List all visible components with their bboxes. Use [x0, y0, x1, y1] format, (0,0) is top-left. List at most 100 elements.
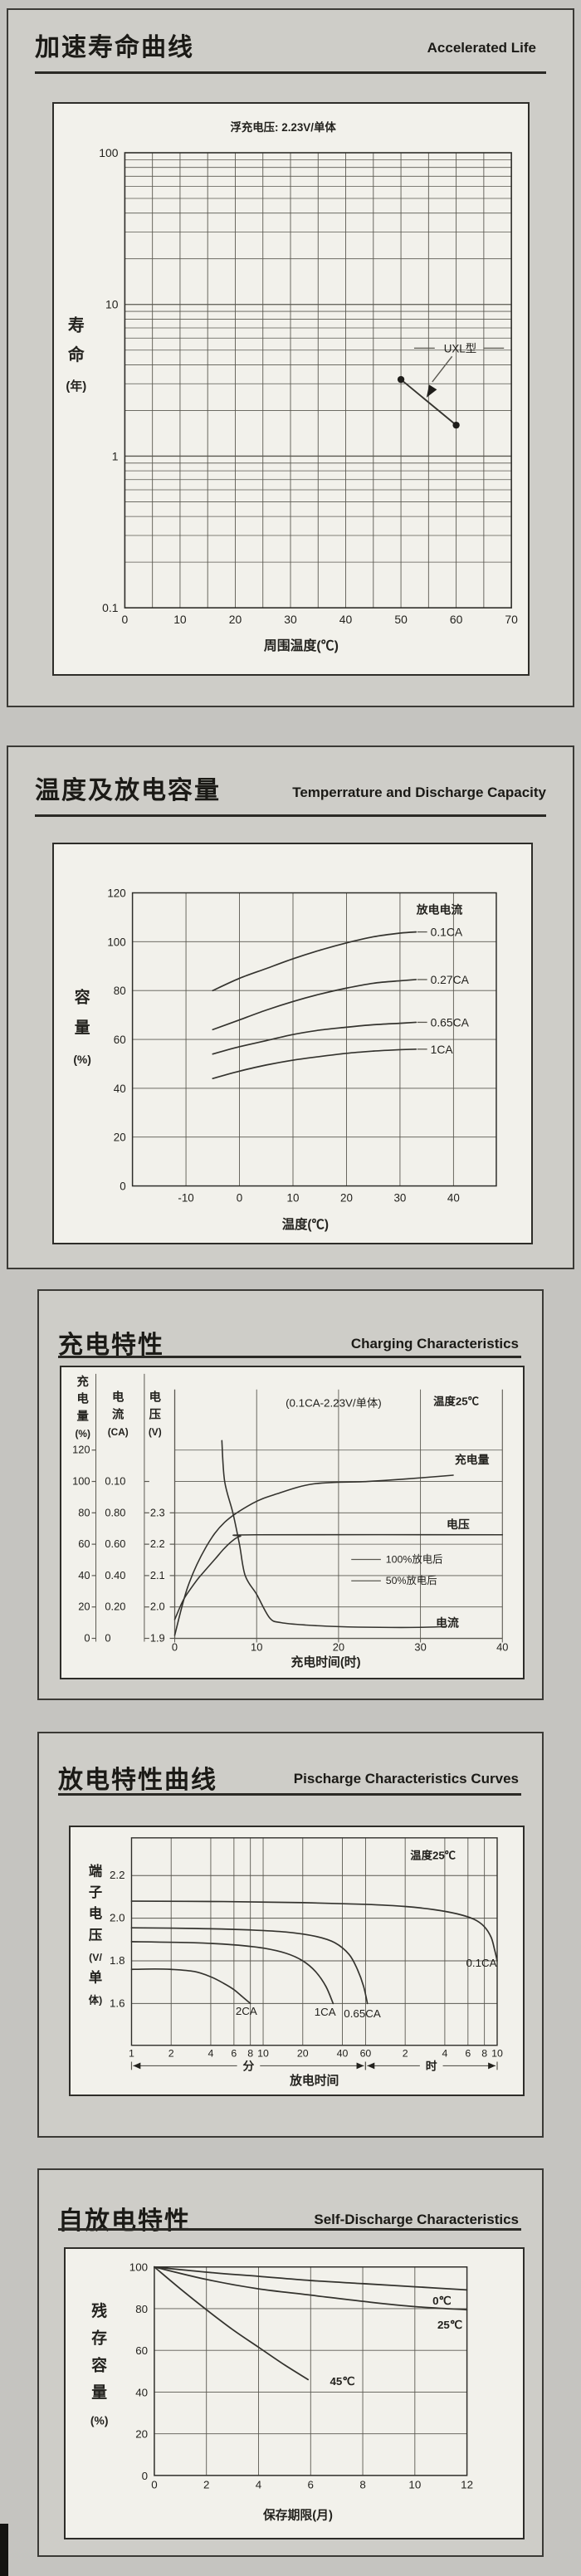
capacity-curve-0.27CA — [212, 979, 417, 1031]
series-label: 2CA — [236, 2005, 257, 2017]
axis-label-char: 压 — [149, 1407, 161, 1421]
series-label: 0.1CA — [431, 926, 463, 939]
voltage-curve — [173, 1533, 504, 1620]
axis-label-char: 电 — [77, 1391, 90, 1406]
axis-label-char: 体) — [89, 1993, 102, 2006]
pct-tick-label: 80 — [78, 1506, 90, 1518]
x-axis-label: 周围温度(℃) — [264, 638, 339, 653]
x-tick-label: 10 — [173, 613, 187, 626]
section-self-discharge: 自放电特性 Self-Discharge Characteristics 0 20… — [37, 2168, 544, 2557]
self-discharge-curve-45℃ — [154, 2266, 309, 2381]
y-tick-label: 20 — [135, 2428, 148, 2441]
ca-tick-label: 0.20 — [105, 1601, 125, 1613]
self-discharge-curve-25℃ — [154, 2266, 468, 2311]
v-tick-label: 2.0 — [150, 1601, 165, 1613]
charge-quantity-curve — [173, 1474, 454, 1636]
y-tick-label: 80 — [135, 2303, 148, 2315]
x-tick-label: 10 — [251, 1640, 262, 1653]
y-tick-label: 20 — [114, 1132, 126, 1144]
discharge-curve-0.1CA — [130, 1900, 498, 1962]
curve-label: 充电量 — [455, 1453, 490, 1466]
y-tick-label: 60 — [135, 2344, 148, 2357]
pct-tick-label: 40 — [78, 1569, 90, 1581]
axis-label-char: 端 — [89, 1863, 102, 1879]
axis-label-char: 量 — [77, 1409, 89, 1423]
pct-tick-label: 20 — [78, 1601, 90, 1613]
y-tick-label: 40 — [135, 2386, 148, 2398]
v-tick-label: 2.1 — [150, 1569, 165, 1581]
y-tick-label: 60 — [114, 1034, 126, 1046]
float-voltage-note: 浮充电压: 2.23V/单体 — [231, 120, 337, 134]
x-tick-label: 40 — [339, 613, 353, 626]
series-label: 1CA — [431, 1043, 454, 1056]
plot-border — [131, 892, 497, 1187]
x-axis-label: 充电时间(时) — [291, 1655, 361, 1669]
discharge-chart: 2.22.01.81.61 2 4 6 8 10 20 40 60 2 4 6 8 10温度25℃0.1C… — [89, 1837, 503, 2088]
title-underline — [58, 1356, 521, 1358]
section-title-en: Accelerated Life — [427, 40, 536, 56]
x-tick-label: 10 — [257, 2048, 269, 2060]
section-title-zh: 放电特性曲线 — [58, 1767, 217, 1794]
current-curve — [221, 1440, 447, 1629]
series-label: 45℃ — [330, 2375, 355, 2388]
axis-label-char: (%) — [75, 1428, 90, 1440]
x-tick-label: 40 — [496, 1640, 508, 1653]
x-tick-label: 2 — [203, 2479, 209, 2491]
plot-border — [154, 2266, 468, 2476]
accelerated-life-chart: 100 10 1 0.10 10 20 30 40 50 60 70 浮充电压: 2.23V/单体寿命… — [66, 120, 518, 653]
x-tick-label: 6 — [231, 2048, 237, 2060]
x-tick-label: 50 — [394, 613, 408, 626]
x-tick-label: 40 — [447, 1191, 460, 1204]
v-tick-label: 1.9 — [150, 1631, 165, 1644]
legend-label: 50%放电后 — [386, 1574, 437, 1586]
title-underline — [35, 71, 546, 74]
ca-tick-label: 0 — [105, 1631, 110, 1644]
section-discharge-characteristics: 放电特性曲线 Pischarge Characteristics Curves … — [37, 1732, 544, 2138]
x-tick-label: 12 — [461, 2479, 473, 2491]
y-tick-label: 120 — [107, 887, 125, 899]
x-tick-label: 0 — [237, 1191, 242, 1204]
x-tick-label: 4 — [208, 2048, 214, 2060]
ca-tick-label: 0.40 — [105, 1569, 125, 1581]
axis-label-char: 容 — [91, 2355, 107, 2373]
section-title-en: Self-Discharge Characteristics — [314, 2212, 519, 2227]
charging-chart: 充电量(%)电流(CA)电压(V)1201008060402000.100.80… — [72, 1374, 508, 1669]
self-discharge-panel: 0 20 40 60 80 100 0 2 4 6 8 10 12 0℃ 25℃ 45℃ 残存容量 (%) 保存期限… — [64, 2247, 525, 2539]
x-tick-label: 0 — [172, 1640, 178, 1653]
v-tick-label: 2.3 — [150, 1506, 165, 1518]
axis-label-char: (%) — [90, 2414, 109, 2427]
x-tick-label: 6 — [308, 2479, 314, 2491]
y-tick-label: 10 — [105, 298, 119, 311]
y-tick-label: 0 — [142, 2470, 148, 2482]
x-tick-label: 8 — [481, 2048, 487, 2060]
x-unit-label: 时 — [426, 2059, 437, 2072]
series-label: 0.65CA — [344, 2007, 381, 2020]
capacity-curve-1CA — [212, 1048, 417, 1079]
x-tick-label: 10 — [287, 1191, 300, 1204]
axis-label-char: 量 — [91, 2383, 107, 2401]
discharge-curve-2CA — [130, 1967, 251, 2005]
y-tick-label: 100 — [107, 936, 125, 948]
legend-title: 放电电流 — [416, 902, 463, 916]
x-tick-label: 10 — [408, 2479, 421, 2491]
section-title-zh: 加速寿命曲线 — [35, 34, 194, 61]
axis-label-char: 充 — [77, 1374, 90, 1389]
axis-label-char: 寿 — [68, 315, 85, 335]
axis-label-char: (%) — [73, 1053, 91, 1066]
series-label: 0.1CA — [466, 1957, 496, 1969]
y-tick-label: 1.6 — [110, 1997, 125, 2009]
self-discharge-curve-0℃ — [154, 2266, 468, 2291]
section-title-zh: 充电特性 — [58, 1332, 164, 1359]
series-label: 1CA — [315, 2006, 336, 2018]
capacity-curve-0.65CA — [212, 1021, 417, 1055]
series-label: 25℃ — [437, 2319, 462, 2331]
capacity-curve-0.1CA — [212, 931, 417, 992]
ca-tick-label: 0.60 — [105, 1537, 125, 1550]
x-tick-label: 4 — [256, 2479, 262, 2491]
axis-label-char: 单 — [89, 1970, 102, 1986]
axis-label-char: (年) — [66, 379, 86, 393]
x-tick-label: 60 — [450, 613, 463, 626]
curve-label: 电流 — [436, 1616, 459, 1630]
axis-label-char: 命 — [68, 345, 85, 364]
